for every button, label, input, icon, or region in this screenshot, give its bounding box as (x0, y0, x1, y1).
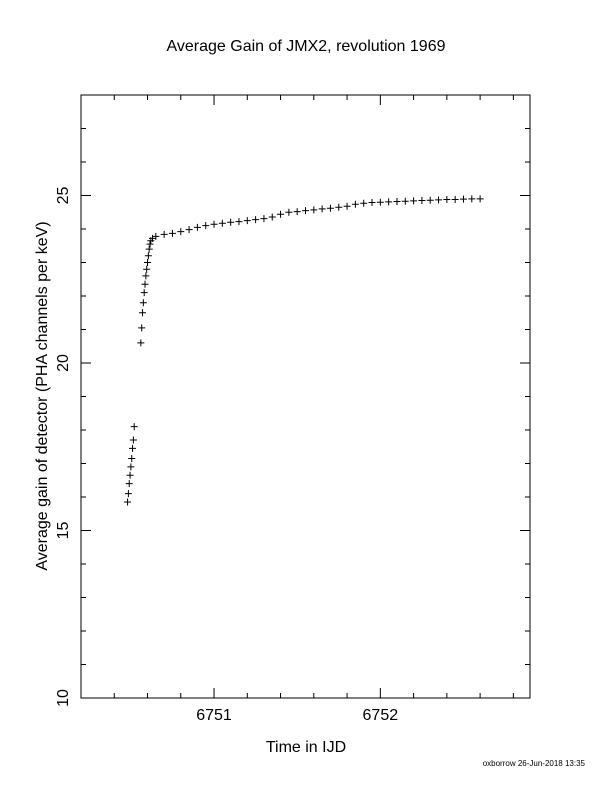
data-point (418, 197, 426, 205)
data-point (127, 463, 135, 471)
data-point (335, 203, 343, 211)
data-point (351, 200, 359, 208)
data-point (235, 218, 243, 226)
data-point (260, 215, 268, 223)
data-point (218, 219, 226, 227)
data-point (140, 289, 148, 297)
data-point (143, 265, 151, 273)
data-point (144, 259, 152, 266)
data-point (168, 229, 176, 237)
chart-title: Average Gain of JMX2, revolution 1969 (167, 38, 446, 55)
data-point (293, 208, 301, 216)
data-point (268, 213, 276, 221)
data-point (468, 195, 476, 203)
data-point (302, 207, 309, 215)
data-point (185, 226, 193, 234)
data-point (210, 220, 218, 228)
data-point (139, 299, 147, 307)
x-axis-label: Time in IJD (266, 739, 346, 756)
data-point (227, 218, 235, 226)
data-point (128, 454, 136, 462)
data-point (126, 471, 134, 479)
data-point (343, 202, 351, 210)
data-point (310, 206, 318, 214)
data-point (459, 195, 467, 203)
data-point (177, 228, 185, 236)
data-point (144, 252, 152, 260)
data-point (193, 223, 201, 231)
data-point (141, 280, 149, 288)
data-point (376, 198, 384, 206)
data-point (318, 205, 326, 213)
x-tick-label: 6751 (196, 707, 232, 724)
data-point (146, 240, 154, 248)
data-point (139, 309, 147, 317)
data-point (360, 199, 368, 207)
data-point (125, 480, 133, 488)
data-point (130, 423, 138, 431)
plot-frame (80, 94, 531, 699)
data-point (129, 436, 137, 444)
data-point (435, 196, 443, 204)
data-point (252, 216, 260, 224)
data-point (243, 217, 251, 225)
data-point (129, 444, 137, 452)
data-point (368, 199, 376, 207)
data-point (285, 208, 293, 216)
data-point (124, 498, 132, 506)
data-point (137, 339, 145, 347)
x-tick-label: 6752 (363, 707, 399, 724)
data-point (401, 197, 409, 205)
data-point (410, 197, 418, 205)
data-point (476, 195, 484, 203)
data-point (385, 198, 393, 206)
data-point (393, 198, 401, 206)
data-point (202, 222, 210, 230)
data-point (138, 324, 146, 332)
y-tick-label: 15 (55, 522, 72, 540)
data-point (277, 210, 285, 218)
data-point (142, 272, 150, 280)
data-point (145, 245, 153, 253)
y-tick-label: 20 (55, 354, 72, 372)
data-point (443, 196, 451, 204)
y-tick-label: 25 (55, 187, 72, 205)
footer: oxborrow 26-Jun-2018 13:35 (483, 759, 586, 768)
data-point (124, 490, 132, 498)
y-tick-label: 10 (55, 689, 72, 707)
data-point (152, 232, 160, 240)
data-point (160, 230, 168, 238)
data-point (326, 204, 334, 212)
data-point (426, 196, 434, 204)
data-point (451, 196, 459, 204)
y-axis-label: Average gain of detector (PHA channels p… (34, 221, 51, 570)
